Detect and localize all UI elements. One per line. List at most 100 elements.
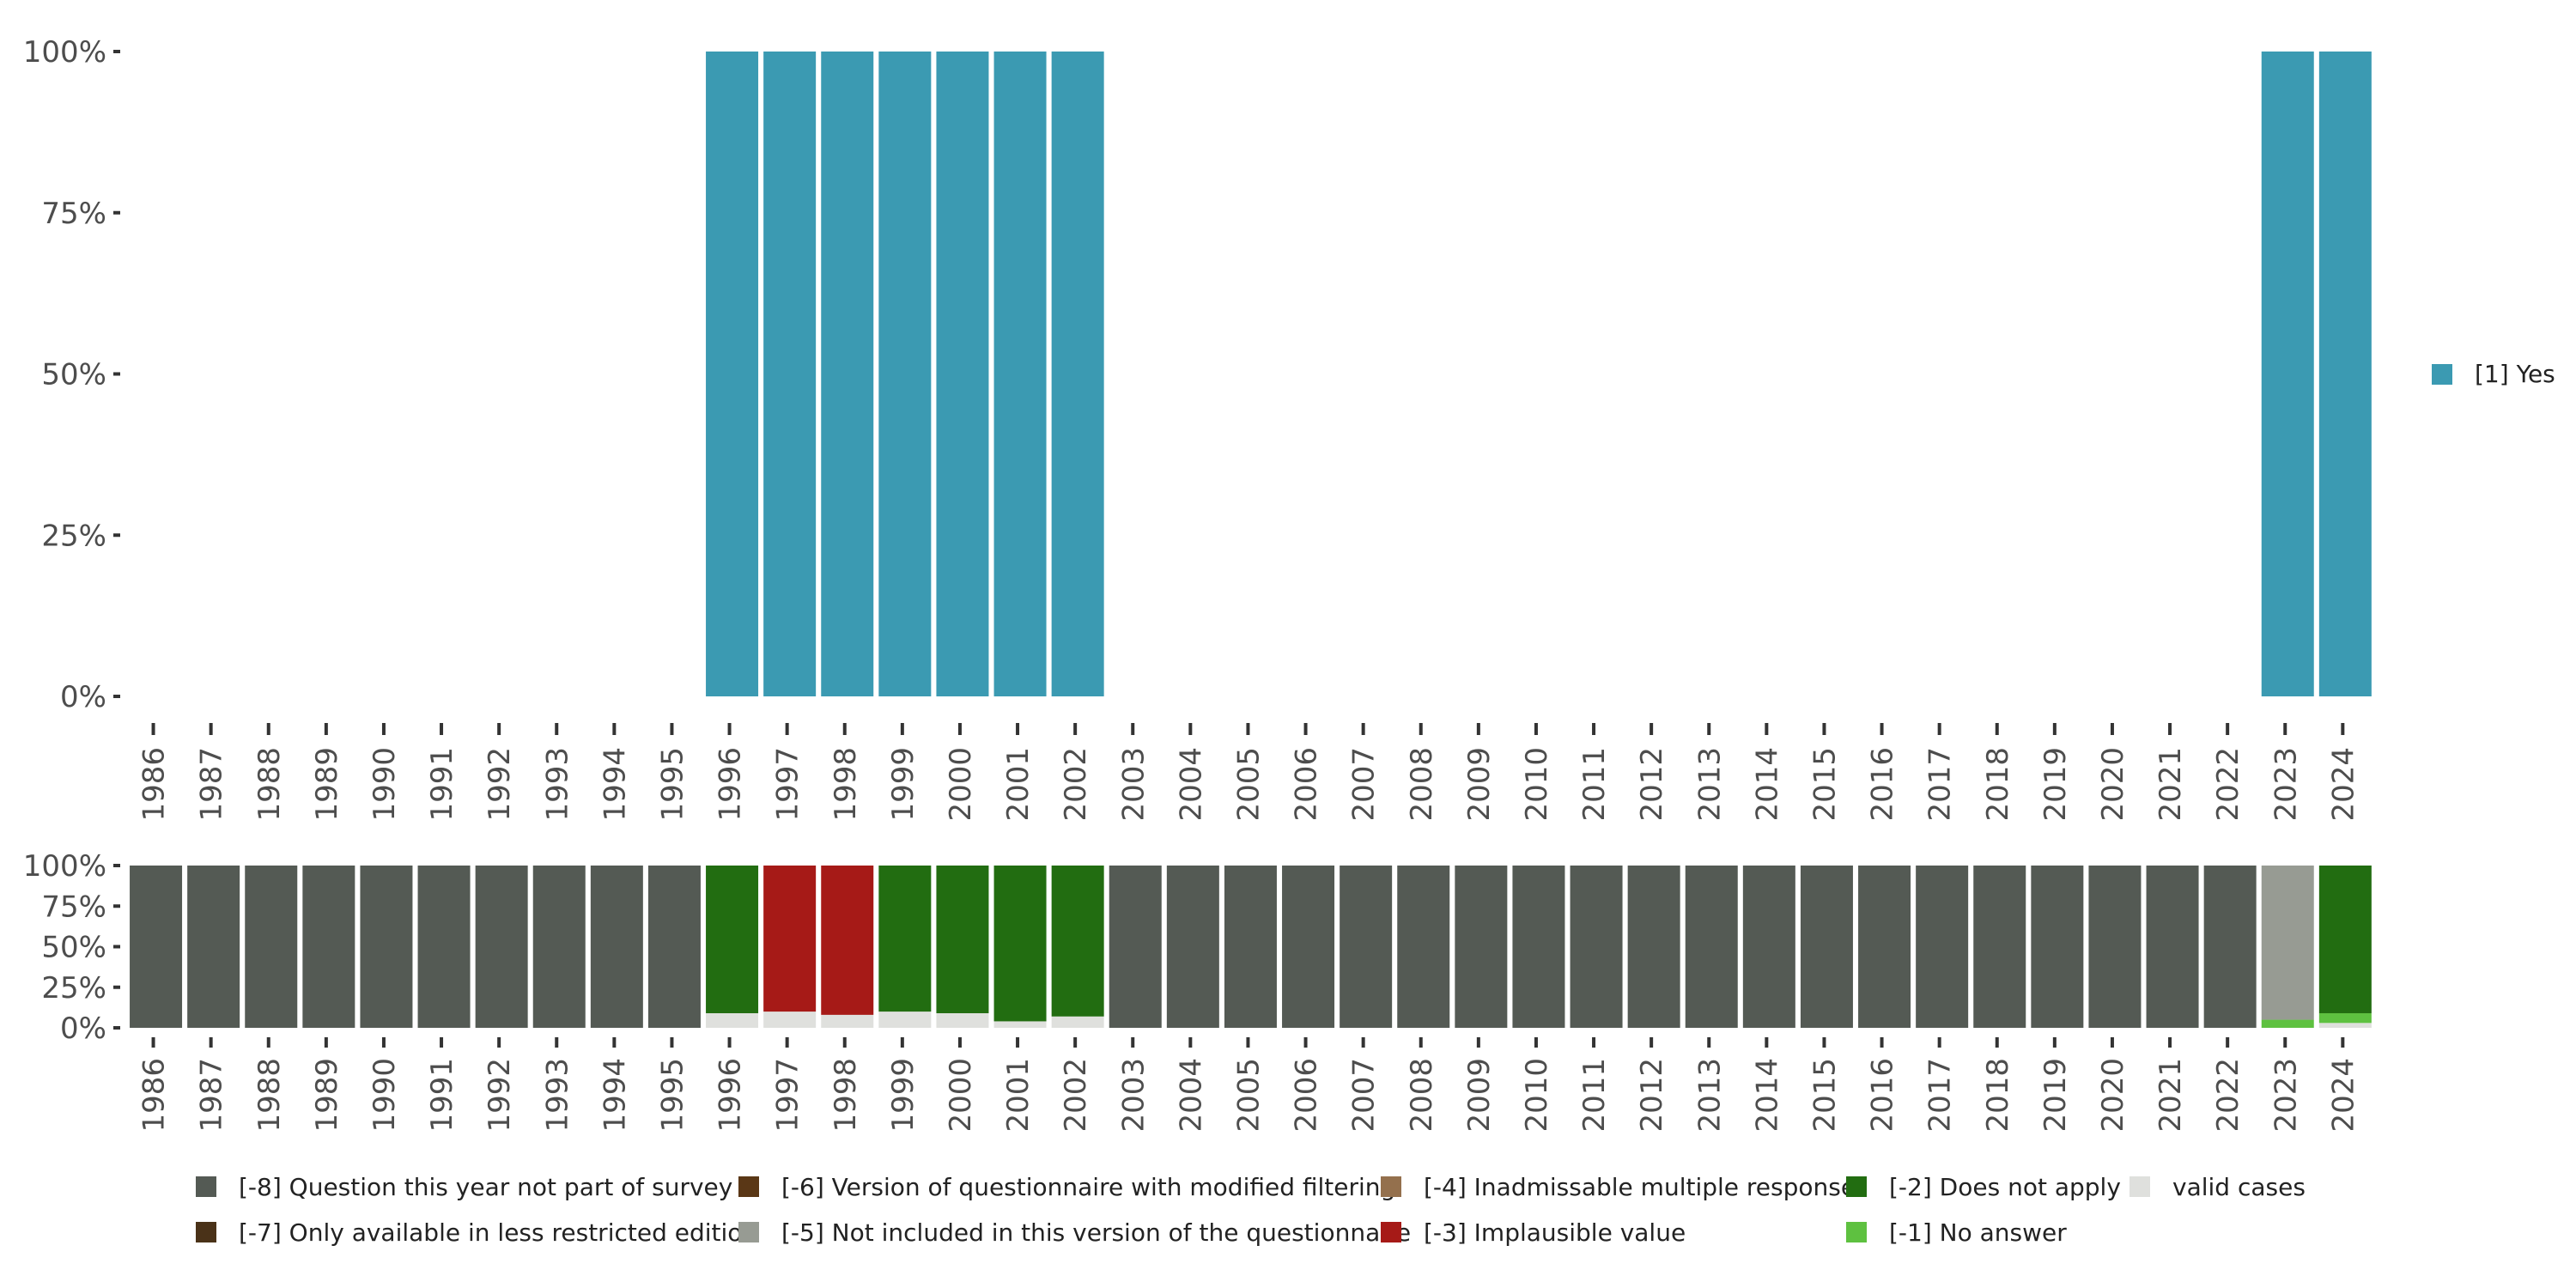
legend-swatch [196, 1222, 216, 1242]
x-tick-label: 1988 [252, 1058, 287, 1133]
bar-2013-series-5 [1685, 866, 1738, 1028]
y-tick-label: 0% [60, 680, 106, 714]
bar-2007-series-5 [1340, 866, 1393, 1028]
legend-swatch [1846, 1176, 1867, 1197]
bar-1986-series-5 [130, 866, 183, 1028]
legend-label: [-5] Not included in this version of the… [781, 1218, 1411, 1247]
x-tick-label: 2016 [1866, 747, 1900, 822]
x-tick-label: 2003 [1116, 1058, 1151, 1133]
bar-2001-series-0 [993, 1021, 1047, 1028]
y-tick-label: 100% [23, 849, 106, 884]
x-tick-label: 1986 [137, 747, 172, 822]
bar-1993-series-5 [532, 866, 586, 1028]
bar-1988-series-5 [245, 866, 298, 1028]
x-tick-label: 2008 [1405, 1058, 1439, 1133]
legend-swatch [738, 1222, 759, 1242]
legend-swatch [196, 1176, 216, 1197]
x-tick-label: 2013 [1692, 747, 1727, 822]
bar-1990-series-5 [360, 866, 413, 1028]
x-tick-label: 2020 [2096, 1058, 2130, 1133]
bar-2002-series-2 [1051, 866, 1104, 1017]
x-tick-label: 2012 [1635, 1058, 1669, 1133]
y-tick-label: 75% [41, 890, 106, 924]
x-tick-label: 1998 [829, 1058, 863, 1133]
x-tick-label: 1996 [714, 747, 748, 822]
bar-2017-series-5 [1916, 866, 1969, 1028]
x-tick-label: 1990 [368, 1058, 402, 1133]
y-tick-label: 0% [60, 1012, 106, 1046]
x-tick-label: 2023 [2269, 747, 2303, 822]
x-tick-label: 2013 [1692, 1058, 1727, 1133]
x-tick-label: 1987 [195, 747, 229, 822]
x-tick-label: 2007 [1347, 1058, 1382, 1133]
x-tick-label: 2014 [1750, 747, 1784, 822]
bar-2021-series-5 [2146, 866, 2199, 1028]
bar-2015-series-5 [1800, 866, 1853, 1028]
bar-2001-series-2 [993, 866, 1047, 1022]
x-tick-label: 1995 [655, 1058, 690, 1133]
legend-swatch [2432, 364, 2452, 385]
bar-2023-series-1 [2261, 1019, 2314, 1028]
x-tick-label: 1997 [771, 1058, 805, 1133]
bar-1994-series-5 [590, 866, 643, 1028]
bar-2019-series-5 [2031, 866, 2084, 1028]
x-tick-label: 2005 [1231, 1058, 1266, 1133]
legend-swatch [738, 1176, 759, 1197]
bar-2001-series-0 [993, 52, 1047, 696]
x-tick-label: 1991 [425, 747, 459, 822]
legend-label: [-2] Does not apply [1889, 1173, 2121, 1201]
bar-2011-series-5 [1570, 866, 1623, 1028]
bar-1997-series-3 [763, 866, 817, 1012]
bar-2022-series-5 [2203, 866, 2257, 1028]
bar-2006-series-5 [1282, 866, 1335, 1028]
x-tick-label: 2015 [1807, 1058, 1842, 1133]
x-tick-label: 1988 [252, 747, 287, 822]
bar-2014-series-5 [1742, 866, 1795, 1028]
x-tick-label: 2006 [1290, 1058, 1324, 1133]
right-legend: [1] Yes [2432, 360, 2555, 388]
legend-swatch [1381, 1176, 1401, 1197]
bar-2002-series-0 [1051, 52, 1104, 696]
bar-2000-series-2 [936, 866, 989, 1013]
x-tick-label: 2020 [2096, 747, 2130, 822]
y-tick-label: 100% [23, 35, 106, 70]
bar-2004-series-5 [1166, 866, 1219, 1028]
x-tick-label: 2001 [1001, 1058, 1036, 1133]
bar-1999-series-0 [878, 52, 932, 696]
x-tick-label: 2003 [1116, 747, 1151, 822]
x-tick-label: 1999 [886, 747, 920, 822]
y-tick-label: 25% [41, 971, 106, 1005]
x-tick-label: 1994 [598, 747, 632, 822]
x-tick-label: 1999 [886, 1058, 920, 1133]
x-tick-label: 2022 [2211, 747, 2245, 822]
x-tick-label: 1991 [425, 1058, 459, 1133]
top-chart: 0% 25% 50% 75% 100% 1986 1987 1988 1989 1990 1991 1… [23, 35, 2372, 822]
y-tick-label: 50% [41, 931, 106, 965]
bar-2012-series-5 [1627, 866, 1680, 1028]
x-tick-label: 2008 [1405, 747, 1439, 822]
x-tick-label: 2011 [1577, 747, 1612, 822]
bar-1998-series-3 [821, 866, 874, 1015]
x-tick-label: 2004 [1174, 1058, 1208, 1133]
bar-2000-series-0 [936, 1012, 989, 1028]
x-tick-label: 2005 [1231, 747, 1266, 822]
legend-label: [-3] Implausible value [1424, 1218, 1686, 1247]
x-tick-label: 2018 [1981, 747, 2015, 822]
x-tick-label: 1989 [310, 747, 344, 822]
x-tick-label: 2012 [1635, 747, 1669, 822]
legend-label: [1] Yes [2475, 360, 2555, 388]
x-tick-label: 2011 [1577, 1058, 1612, 1133]
x-tick-label: 2021 [2154, 747, 2188, 822]
x-tick-label: 2001 [1001, 747, 1036, 822]
bar-1991-series-5 [417, 866, 471, 1028]
bar-2023-series-4 [2261, 866, 2314, 1020]
bar-2024-series-2 [2318, 866, 2372, 1013]
x-tick-label: 2007 [1347, 747, 1382, 822]
legend-label: [-8] Question this year not part of surv… [239, 1173, 732, 1201]
x-tick-label: 2017 [1923, 1058, 1958, 1133]
bar-2010-series-5 [1512, 866, 1565, 1028]
legend-label: [-1] No answer [1889, 1218, 2067, 1247]
bar-1995-series-5 [647, 866, 701, 1028]
x-tick-label: 2019 [2038, 1058, 2073, 1133]
